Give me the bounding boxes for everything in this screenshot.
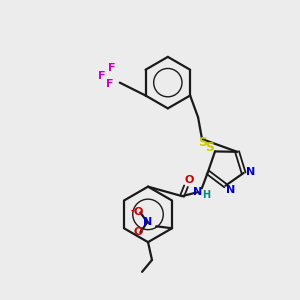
Text: N: N [142,217,152,227]
Text: H: H [202,190,210,200]
Text: N: N [246,167,255,177]
Text: F: F [106,79,114,88]
Text: O: O [134,227,143,237]
Text: F: F [98,71,106,81]
Text: -: - [130,206,134,215]
Text: N: N [193,187,203,197]
Text: O: O [134,207,143,218]
Text: N: N [226,184,235,195]
Text: S: S [199,136,208,148]
Text: S: S [206,141,214,154]
Text: F: F [108,63,116,73]
Text: O: O [184,175,194,185]
